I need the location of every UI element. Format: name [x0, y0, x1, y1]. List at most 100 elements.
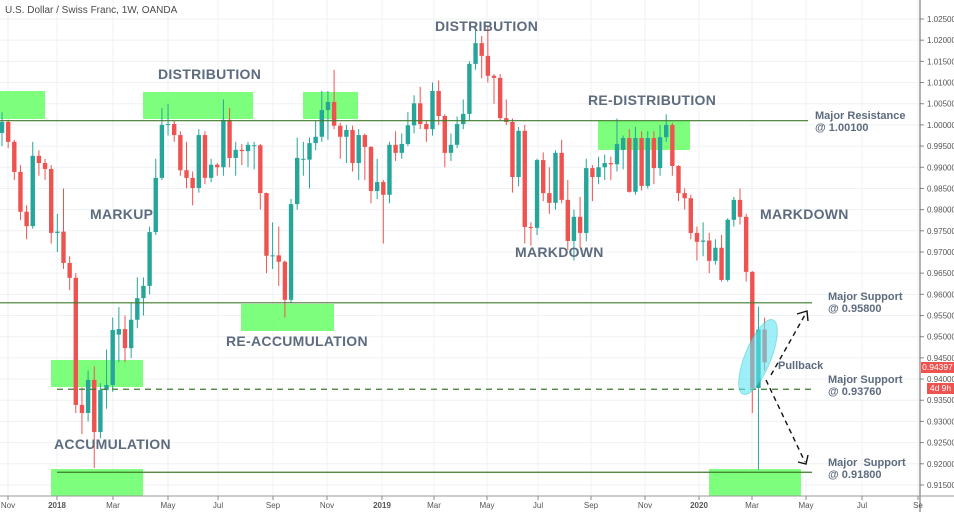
candle-body: [565, 199, 570, 241]
phase-label-markdown-2: MARKDOWN: [760, 206, 849, 222]
candle-body: [504, 118, 509, 122]
candle: [639, 131, 644, 191]
y-tick-label: 0.95000: [927, 333, 954, 342]
candle-body: [73, 277, 78, 405]
candle-body: [694, 232, 700, 242]
candle: [633, 127, 638, 195]
candle-body: [387, 144, 392, 195]
candle: [676, 165, 681, 202]
candle-body: [282, 261, 288, 300]
candle: [694, 226, 700, 261]
candle-body: [750, 271, 755, 388]
candle: [239, 143, 245, 166]
candle: [368, 146, 374, 204]
candle: [172, 120, 177, 142]
candle: [178, 131, 183, 176]
candle-body: [153, 177, 158, 233]
candle-body: [276, 255, 281, 262]
candle-body: [442, 116, 447, 153]
candle: [245, 141, 251, 168]
candle: [116, 307, 122, 363]
candle: [713, 239, 718, 265]
supply-demand-zone: [0, 91, 45, 119]
candle: [743, 213, 749, 282]
candle: [110, 317, 115, 392]
candle-body: [393, 144, 398, 153]
candle: [319, 91, 324, 142]
candle-body: [251, 145, 257, 147]
candle: [30, 141, 35, 229]
candle: [122, 315, 128, 363]
candle: [627, 129, 632, 193]
phase-label-distribution-2: DISTRIBUTION: [435, 18, 539, 34]
candle: [356, 129, 361, 180]
candle-body: [670, 124, 675, 166]
candle-body: [491, 75, 497, 78]
candle: [559, 139, 564, 204]
candle: [264, 192, 269, 274]
candle-body: [528, 226, 534, 228]
candle-body: [448, 144, 454, 153]
candle: [731, 196, 737, 227]
candle-body: [737, 199, 743, 217]
candle: [682, 188, 687, 210]
y-tick-label: 0.93500: [927, 396, 954, 405]
x-tick-label: Jul: [533, 501, 543, 510]
candle: [128, 302, 134, 358]
candle-body: [295, 157, 300, 205]
candle-body: [67, 262, 72, 278]
y-tick-label: 0.95500: [927, 312, 954, 321]
candle: [442, 114, 447, 168]
candle: [393, 131, 398, 161]
candle-body: [664, 124, 669, 138]
candle-body: [85, 379, 91, 413]
candle-body: [0, 121, 5, 133]
level-label-support-2: Major Support @ 0.93760: [828, 374, 903, 398]
candle: [227, 107, 232, 168]
candle-body: [301, 158, 306, 160]
candle-body: [559, 152, 564, 200]
candle: [418, 86, 423, 130]
candle: [473, 25, 478, 70]
candle: [479, 35, 484, 79]
candle-body: [36, 155, 42, 164]
candle-body: [381, 182, 386, 195]
x-tick-label: Jul: [857, 501, 867, 510]
candle-body: [159, 124, 165, 178]
candle: [461, 99, 466, 130]
candle-body: [596, 167, 601, 178]
supply-demand-zone: [143, 92, 253, 119]
candle: [541, 152, 546, 202]
candle: [707, 232, 712, 274]
candle-body: [147, 232, 152, 286]
level-name: Major Support: [828, 291, 903, 303]
candle-body: [682, 193, 687, 199]
candle-body: [116, 329, 122, 335]
candle: [24, 205, 29, 240]
candle-body: [584, 168, 589, 233]
candle-body: [135, 298, 140, 320]
candle: [350, 125, 355, 172]
candle: [331, 69, 337, 130]
candle: [344, 124, 349, 164]
candle-body: [264, 193, 269, 256]
candle: [577, 196, 583, 248]
candle-body: [461, 113, 466, 125]
x-tick-label: Mar: [106, 501, 120, 510]
pullback-highlight-ellipse: [738, 319, 778, 395]
candle-body: [362, 135, 368, 147]
candle: [491, 74, 497, 104]
candle-body: [128, 319, 134, 349]
candle: [596, 156, 601, 185]
candle-body: [522, 130, 527, 227]
candle-body: [270, 255, 275, 257]
candle: [215, 163, 220, 176]
candle-body: [547, 193, 552, 203]
x-tick-label: Nov: [638, 501, 652, 510]
candle-body: [719, 247, 724, 280]
candle-body: [344, 129, 349, 137]
candle: [338, 122, 343, 159]
level-value: @ 0.93760: [828, 386, 882, 398]
